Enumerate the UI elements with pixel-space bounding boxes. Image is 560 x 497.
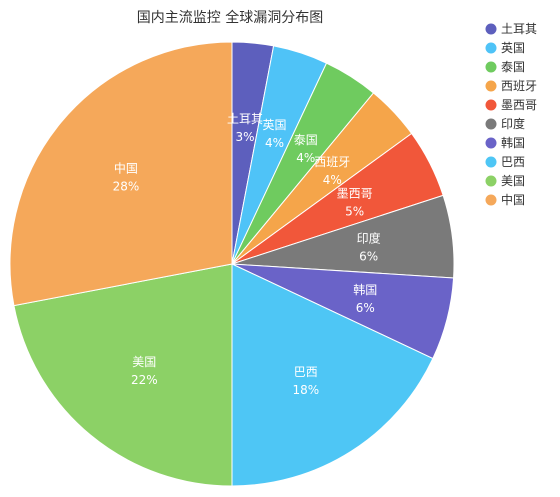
- slice-name-label: 墨西哥: [337, 187, 373, 201]
- legend-label: 英国: [501, 41, 525, 55]
- legend-swatch: [485, 156, 497, 168]
- legend-swatch: [485, 23, 497, 35]
- legend-swatch: [485, 137, 497, 149]
- legend-swatch: [485, 194, 497, 206]
- legend-label: 印度: [501, 116, 525, 131]
- pie-slices: [9, 41, 455, 487]
- slice-name-label: 巴西: [294, 365, 318, 379]
- legend-swatch: [485, 42, 497, 54]
- slice-name-label: 中国: [114, 160, 138, 175]
- legend-label: 巴西: [501, 155, 525, 169]
- slice-percent-label: 4%: [265, 136, 284, 150]
- slice-name-label: 英国: [262, 118, 286, 132]
- legend-swatch: [485, 61, 497, 73]
- legend-swatch: [485, 80, 497, 92]
- slice-percent-label: 6%: [359, 250, 378, 264]
- chart-title: 国内主流监控 全球漏洞分布图: [137, 9, 323, 26]
- slice-percent-label: 28%: [113, 179, 140, 193]
- legend-swatch: [485, 118, 497, 130]
- pie-slice-8: [231, 263, 434, 487]
- legend-label: 韩国: [501, 135, 525, 150]
- legend-label: 美国: [501, 174, 525, 188]
- slice-name-label: 韩国: [353, 282, 377, 297]
- legend-swatch: [485, 175, 497, 187]
- slice-percent-label: 4%: [296, 151, 315, 165]
- legend-label: 土耳其: [501, 22, 537, 36]
- slice-percent-label: 6%: [356, 301, 375, 315]
- slice-percent-label: 5%: [345, 205, 364, 219]
- slice-percent-label: 22%: [131, 373, 158, 387]
- slice-name-label: 泰国: [294, 133, 318, 147]
- slice-percent-label: 18%: [292, 383, 319, 397]
- pie-slice-9: [13, 263, 233, 487]
- pie-slice-10: [9, 41, 233, 307]
- legend-label: 墨西哥: [501, 98, 537, 112]
- slice-name-label: 美国: [132, 355, 156, 369]
- slice-name-label: 印度: [357, 231, 381, 246]
- slice-name-label: 土耳其: [227, 112, 263, 126]
- slice-percent-label: 3%: [235, 130, 254, 144]
- legend-swatch: [485, 99, 497, 111]
- slice-name-label: 西班牙: [314, 155, 350, 169]
- legend-label: 中国: [501, 192, 525, 207]
- legend-label: 泰国: [501, 60, 525, 74]
- slice-percent-label: 4%: [323, 173, 342, 187]
- legend-label: 西班牙: [501, 79, 537, 93]
